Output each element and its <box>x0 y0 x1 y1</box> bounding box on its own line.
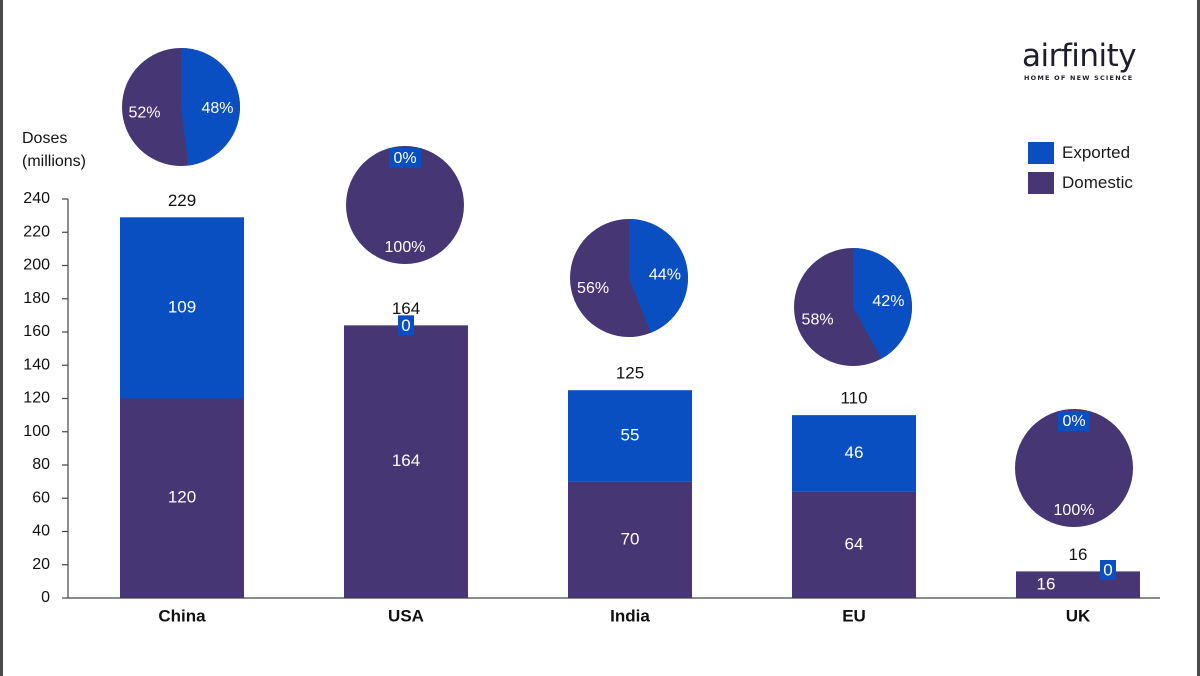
data-label-exported-usa: 0 <box>401 316 410 335</box>
data-label-exported-uk: 0 <box>1103 560 1112 579</box>
x-tick-label-china: China <box>158 606 206 625</box>
y-tick-label: 60 <box>32 489 50 506</box>
pie-label-domestic-india: 56% <box>577 280 609 297</box>
logo-wordmark: airfinity <box>1022 38 1137 74</box>
legend-swatch-domestic <box>1028 172 1054 194</box>
x-tick-label-usa: USA <box>388 606 424 625</box>
y-tick-label: 180 <box>23 290 50 307</box>
y-tick-label: 80 <box>32 456 50 473</box>
pie-exported-eu <box>853 248 912 359</box>
airfinity-logo: airfinity HOME OF NEW SCIENCE <box>1022 40 1142 84</box>
x-tick-label-india: India <box>610 606 650 625</box>
frame-right-border <box>1197 0 1200 676</box>
pie-label-domestic-eu: 58% <box>802 311 834 328</box>
zero-marker-usa <box>398 315 414 336</box>
data-label-exported-eu: 46 <box>845 443 864 462</box>
pie-label-domestic-china: 52% <box>128 105 160 122</box>
bar-exported-eu <box>792 415 916 492</box>
data-label-domestic-usa: 164 <box>392 451 420 470</box>
y-tick-label: 160 <box>23 323 50 340</box>
bar-domestic-uk <box>1016 571 1140 598</box>
pie-domestic-usa <box>346 146 464 264</box>
legend-item-exported: Exported <box>1028 140 1133 166</box>
total-label-china: 229 <box>168 191 196 210</box>
pie-exported-china <box>181 48 241 166</box>
x-tick-label-eu: EU <box>842 606 866 625</box>
data-label-domestic-uk: 16 <box>1037 574 1056 593</box>
data-label-exported-india: 55 <box>621 425 640 444</box>
total-label-usa: 164 <box>392 299 420 318</box>
pie-domestic-uk <box>1015 409 1133 527</box>
y-tick-label: 20 <box>32 556 50 573</box>
data-label-domestic-india: 70 <box>621 529 640 548</box>
y-tick-label: 240 <box>23 190 50 207</box>
pie-label-exported-uk: 0% <box>1062 413 1085 430</box>
data-label-domestic-eu: 64 <box>845 534 864 553</box>
pie-zero-marker-uk <box>1058 411 1090 431</box>
pie-label-exported-china: 48% <box>201 100 233 117</box>
pie-label-domestic-uk: 100% <box>1054 502 1095 519</box>
y-tick-label: 40 <box>32 523 50 540</box>
frame-left-border <box>0 0 3 676</box>
legend-label-domestic: Domestic <box>1062 173 1133 192</box>
pie-zero-marker-usa <box>389 148 421 168</box>
y-tick-label: 140 <box>23 356 50 373</box>
pie-label-exported-usa: 0% <box>393 150 416 167</box>
y-tick-label: 100 <box>23 423 50 440</box>
bar-domestic-eu <box>792 491 916 598</box>
total-label-eu: 110 <box>840 389 867 408</box>
total-label-india: 125 <box>616 364 644 383</box>
data-label-domestic-china: 120 <box>168 488 196 507</box>
y-axis-label-line1: Doses <box>22 130 67 147</box>
bar-domestic-usa <box>344 325 468 598</box>
pie-label-domestic-usa: 100% <box>385 239 426 256</box>
pie-label-exported-india: 44% <box>649 266 681 283</box>
legend-item-domestic: Domestic <box>1028 170 1133 196</box>
legend-label-exported: Exported <box>1062 143 1131 162</box>
y-tick-label: 0 <box>41 589 50 606</box>
y-tick-label: 220 <box>23 223 50 240</box>
bar-domestic-china <box>120 398 244 598</box>
pie-exported-india <box>629 219 688 333</box>
bar-domestic-india <box>568 481 692 598</box>
zero-marker-uk <box>1100 560 1116 580</box>
total-label-uk: 16 <box>1069 545 1088 564</box>
y-axis-label-line2: (millions) <box>22 153 86 170</box>
legend-swatch-exported <box>1028 142 1054 164</box>
bar-exported-india <box>568 390 692 482</box>
data-label-exported-china: 109 <box>168 297 196 316</box>
x-tick-label-uk: UK <box>1066 606 1091 625</box>
y-tick-label: 200 <box>23 257 50 274</box>
logo-tagline: HOME OF NEW SCIENCE <box>1024 74 1134 82</box>
bar-exported-china <box>120 217 244 399</box>
pie-label-exported-eu: 42% <box>872 293 904 310</box>
legend: Exported Domestic <box>1028 140 1133 200</box>
y-tick-label: 120 <box>23 390 50 407</box>
